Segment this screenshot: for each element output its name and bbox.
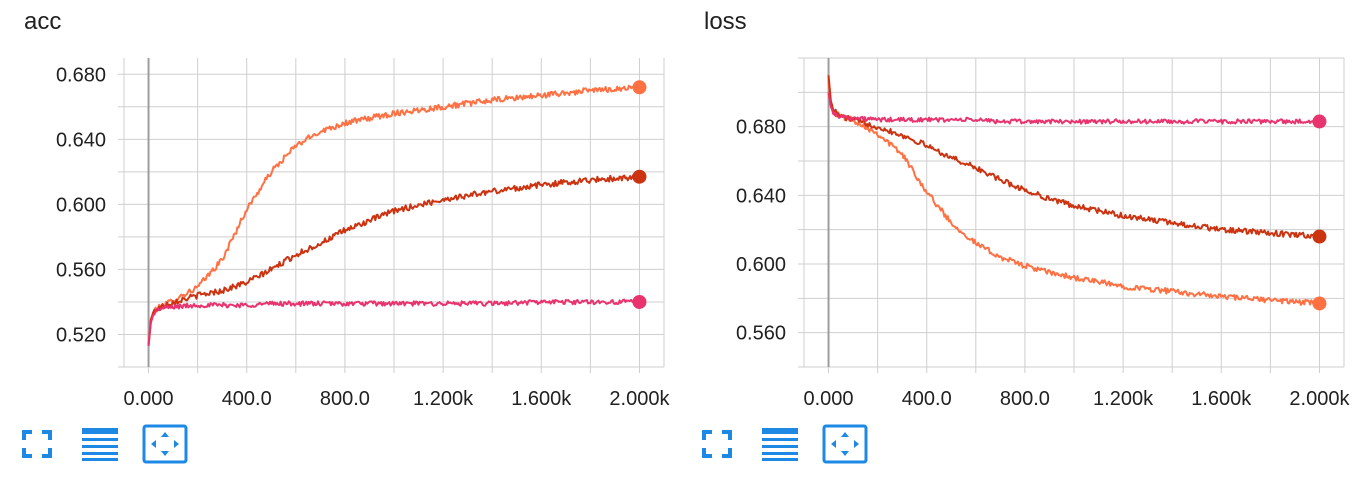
series-line	[827, 75, 1320, 240]
series-line	[827, 80, 1321, 307]
y-tick-label: 0.560	[736, 323, 786, 345]
series-endpoint-marker	[1312, 229, 1327, 244]
x-tick-label: 400.0	[902, 388, 952, 410]
loss-chart-plot[interactable]: 0.560 0.600 0.640 0.680 0.000 400.0 800.0 1.200…	[680, 0, 1360, 420]
series-endpoint-marker	[632, 294, 647, 309]
y-tick-label: 0.560	[56, 259, 106, 281]
toggle-data-table-button[interactable]	[80, 424, 120, 464]
fit-domain-icon	[142, 424, 188, 464]
y-tick-label: 0.680	[736, 117, 786, 139]
series-line	[827, 92, 1321, 125]
series-line	[147, 83, 641, 346]
y-tick-label: 0.640	[736, 185, 786, 207]
grid	[118, 58, 664, 373]
chart-toolbar	[20, 424, 210, 466]
chart-toolbar	[700, 424, 890, 466]
x-tick-label: 1.200k	[413, 388, 474, 410]
x-tick-label: 800.0	[1000, 388, 1050, 410]
data-table-icon	[82, 428, 118, 461]
x-tick-label: 1.600k	[1191, 388, 1252, 410]
fullscreen-icon	[22, 430, 52, 458]
series-endpoint-marker	[632, 80, 647, 95]
series-endpoint-marker	[1312, 114, 1327, 129]
series-endpoint-marker	[632, 169, 647, 184]
toggle-data-table-button[interactable]	[760, 424, 800, 464]
data-table-icon	[762, 428, 798, 461]
chart-card-acc: acc 0.520 0.560 0.600 0.640 0.680 0.000 400.0 8…	[0, 0, 680, 481]
y-tick-label: 0.680	[56, 64, 106, 86]
x-tick-label: 2.000k	[1289, 388, 1350, 410]
series-line	[147, 173, 640, 346]
x-tick-label: 1.200k	[1093, 388, 1154, 410]
y-tick-label: 0.640	[56, 129, 106, 151]
y-tick-label: 0.600	[736, 254, 786, 276]
x-tick-label: 800.0	[320, 388, 370, 410]
acc-chart-plot[interactable]: 0.520 0.560 0.600 0.640 0.680 0.000 400.0 800.0…	[0, 0, 680, 420]
series-endpoint-marker	[1312, 296, 1327, 311]
fit-domain-button[interactable]	[822, 424, 868, 464]
chart-title: acc	[24, 8, 62, 35]
x-tick-label: 2.000k	[609, 388, 670, 410]
x-tick-label: 400.0	[222, 388, 272, 410]
fit-domain-button[interactable]	[142, 424, 188, 464]
series-line	[147, 298, 641, 347]
fullscreen-button[interactable]	[20, 424, 54, 464]
x-tick-label: 0.000	[124, 388, 174, 410]
fullscreen-icon	[702, 430, 732, 458]
grid	[798, 57, 1344, 373]
chart-title: loss	[704, 8, 747, 35]
y-tick-label: 0.600	[56, 194, 106, 216]
fullscreen-button[interactable]	[700, 424, 734, 464]
chart-card-loss: loss 0.560 0.600 0.640 0.680 0.000 400.0 800.0…	[680, 0, 1360, 481]
fit-domain-icon	[822, 424, 868, 464]
y-tick-label: 0.520	[56, 324, 106, 346]
x-tick-label: 0.000	[804, 388, 854, 410]
x-tick-label: 1.600k	[511, 388, 572, 410]
